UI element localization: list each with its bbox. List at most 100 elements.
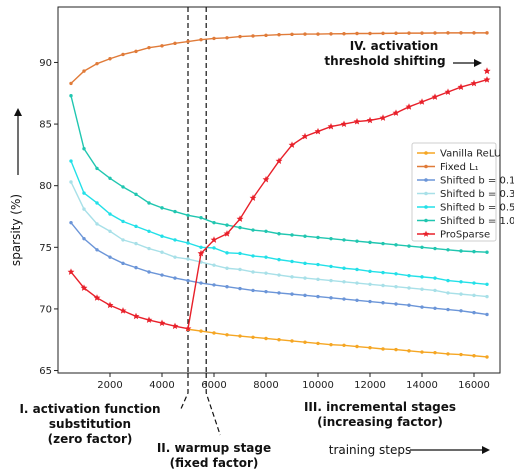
data-point [472,31,476,35]
data-point [69,81,73,86]
data-point [472,354,476,358]
data-point [186,39,190,44]
stage3-label-line2: (increasing factor) [317,415,443,429]
data-point [303,234,307,238]
data-point [407,273,411,278]
data-point [186,278,190,283]
data-point [199,216,203,220]
data-point [485,355,489,359]
data-point [459,31,463,35]
data-point [186,257,190,261]
data-point [210,236,218,243]
data-point [108,57,112,61]
x-axis-label: training steps [329,443,412,457]
legend-swatch-marker [424,218,428,223]
data-point [405,103,413,110]
data-point [277,338,281,342]
data-point [368,346,372,350]
data-point [225,36,229,40]
data-point [147,246,151,251]
y-axis-arrow [14,108,22,175]
data-point [275,157,283,164]
data-point [394,285,398,289]
phase-divider-extension [179,373,189,412]
legend-items: Vanilla ReLU Fixed L₁ Shifted b = 0.1 Shift… [417,149,514,241]
legend-label: Fixed L₁ [440,162,479,173]
data-point [355,344,359,349]
data-point [67,268,75,275]
data-point [277,273,281,277]
data-point [420,350,424,354]
data-point [329,32,333,36]
data-point [418,98,426,105]
data-point [238,34,242,39]
data-point [459,249,463,253]
data-point [316,32,320,36]
data-point [264,336,268,341]
data-point [368,299,372,304]
data-point [394,347,398,352]
data-point [420,275,424,279]
plot-frame [57,6,501,374]
data-point [173,238,177,242]
data-point [223,230,231,237]
data-point [225,266,229,270]
data-point [160,206,164,210]
data-point [264,289,268,294]
data-point [262,175,270,183]
data-point [199,245,203,250]
series-shifted-b-0-3 [69,180,489,299]
data-point [277,232,281,236]
data-point [173,41,177,46]
data-point [264,33,268,38]
series-shifted-b-1-0 [69,94,489,254]
data-point [121,238,125,242]
data-point [433,306,437,311]
data-point [145,316,153,323]
data-point [69,94,73,98]
data-point [160,44,164,48]
data-point [420,287,424,291]
data-point [212,246,216,250]
legend-label: Vanilla ReLU [440,149,501,160]
data-point [459,280,463,284]
y-tick-label: 90 [39,58,52,69]
stage4-label-line2: threshold shifting [324,54,445,68]
data-point [446,31,450,35]
data-point [381,301,385,305]
y-tick-label: 70 [39,304,52,315]
data-point [366,116,374,124]
legend-swatch-marker [424,205,428,209]
data-point [407,31,411,35]
data-point [121,261,125,266]
data-point [225,223,229,227]
data-point [303,293,307,298]
data-point [381,31,385,36]
series-fixed-l- [69,31,489,86]
data-point [329,264,333,269]
data-point [173,209,177,214]
data-point [108,229,112,233]
phase-divider-lines [179,7,221,436]
data-point [329,342,333,347]
data-point [316,277,320,282]
data-point [251,254,255,258]
data-point [340,120,348,127]
data-point [394,272,398,276]
data-point [249,194,257,201]
data-point [212,263,216,267]
data-point [459,292,463,296]
data-point [147,229,151,233]
data-point [407,286,411,290]
data-point [69,220,73,225]
legend-label: Shifted b = 1.0 [440,216,514,227]
data-point [472,281,476,285]
data-point [433,31,437,35]
data-point [355,281,359,285]
data-point [251,228,255,232]
data-point [160,273,164,277]
data-point [407,303,411,307]
data-point [134,49,138,54]
data-point [108,176,112,180]
